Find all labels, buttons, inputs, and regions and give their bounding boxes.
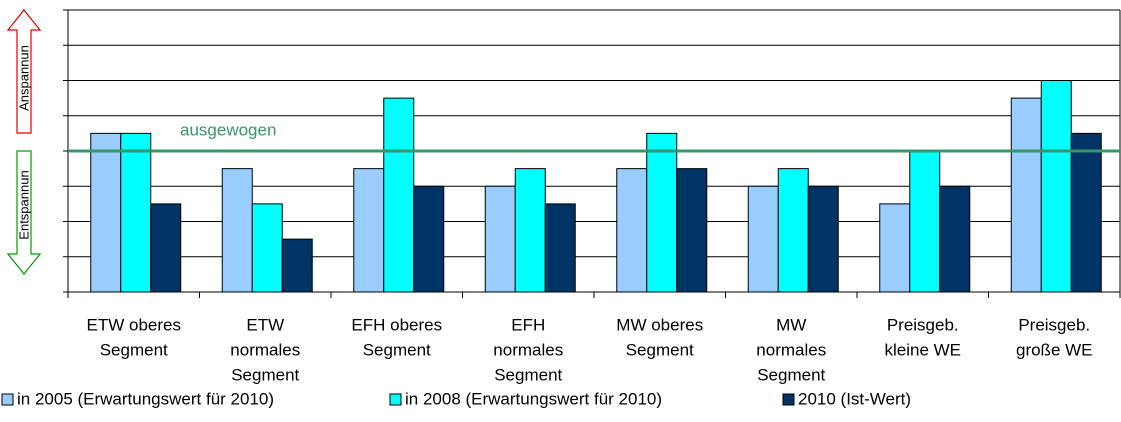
up-arrow: [6, 9, 42, 134]
bar: [616, 168, 648, 293]
x-tick-label: normales: [493, 340, 563, 359]
legend-label: in 2005 (Erwartungswert für 2010): [17, 389, 274, 408]
x-tick-label: Preisgeb.: [1018, 315, 1090, 334]
legend-label: in 2008 (Erwartungswert für 2010): [405, 389, 662, 408]
x-tick-label: Segment: [231, 365, 299, 384]
bar: [676, 168, 708, 293]
bar: [150, 203, 182, 293]
x-tick-label: EFH oberes: [351, 315, 442, 334]
bar: [251, 203, 283, 293]
down-arrow: [6, 150, 42, 275]
x-tick-label: MW oberes: [616, 315, 703, 334]
bar: [484, 185, 516, 293]
x-tick-label: große WE: [1016, 340, 1093, 359]
bar: [514, 168, 546, 293]
x-tick-label: Segment: [100, 340, 168, 359]
bar: [90, 132, 122, 293]
x-tick-label: kleine WE: [884, 340, 961, 359]
legend-label: 2010 (Ist-Wert): [798, 389, 911, 408]
legend-swatch: [782, 393, 795, 406]
x-tick-label: ETW: [246, 315, 284, 334]
legend-swatch: [389, 393, 402, 406]
legend-swatch: [1, 393, 14, 406]
bar: [939, 185, 971, 293]
bar: [646, 132, 678, 293]
x-tick-label: MW: [776, 315, 806, 334]
bar: [221, 168, 253, 293]
bar: [281, 238, 313, 293]
bar: [1040, 80, 1072, 293]
bar: [1070, 132, 1102, 293]
x-tick-label: Segment: [363, 340, 431, 359]
bar: [777, 168, 809, 293]
bar: [544, 203, 576, 293]
bar: [879, 203, 911, 293]
x-tick-label: EFH: [511, 315, 545, 334]
bar: [353, 168, 385, 293]
x-tick-label: ETW oberes: [87, 315, 181, 334]
bar: [807, 185, 839, 293]
down-label: Entspannun: [16, 170, 31, 239]
reference-label: ausgewogen: [180, 120, 276, 139]
bar: [120, 132, 152, 293]
x-tick-label: Segment: [757, 365, 825, 384]
bar: [909, 150, 941, 293]
x-tick-label: normales: [756, 340, 826, 359]
bar: [747, 185, 779, 293]
x-tick-label: normales: [230, 340, 300, 359]
x-tick-label: Preisgeb.: [887, 315, 959, 334]
bar: [1010, 97, 1042, 293]
x-tick-label: Segment: [626, 340, 694, 359]
bar: [383, 97, 415, 293]
x-tick-label: Segment: [494, 365, 562, 384]
bar: [413, 185, 445, 293]
up-label: Anspannun: [16, 45, 31, 111]
